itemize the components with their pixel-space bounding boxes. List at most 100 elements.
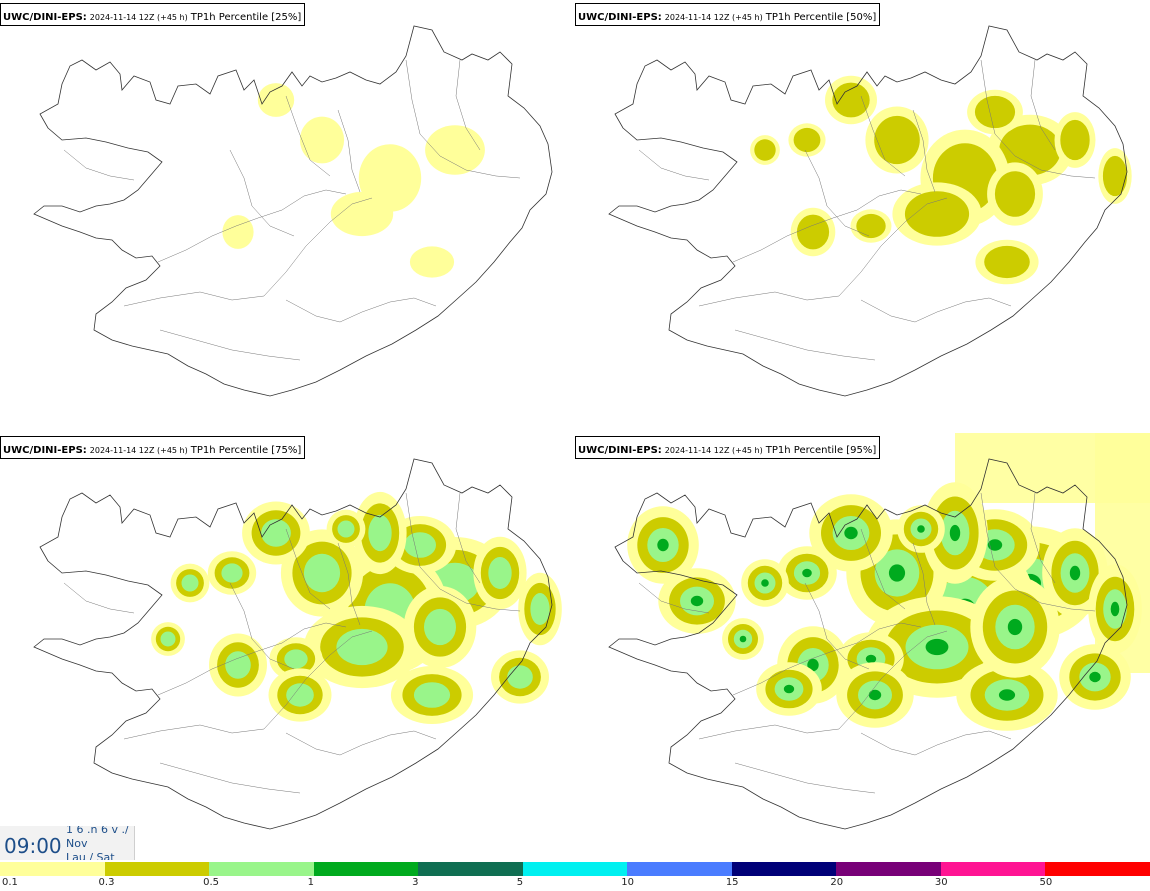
precip-area	[987, 539, 1003, 551]
precip-area	[1007, 618, 1023, 636]
road-line	[980, 59, 1096, 179]
model-name: UWC/DINI-EPS	[578, 12, 658, 23]
colorbar-segment	[313, 862, 419, 876]
precip-area	[998, 689, 1016, 701]
iceland-precip-map	[33, 458, 562, 830]
colorbar-tick-label: 3	[412, 877, 419, 888]
precip-area	[984, 245, 1030, 279]
precip-area	[793, 127, 821, 153]
colorbar-segment	[836, 862, 941, 876]
colorbar-segment	[1045, 862, 1150, 876]
road-line	[229, 149, 295, 237]
valid-time-box: 09:00 1 6 .n 6 v ./ Nov Lau / Sat	[0, 826, 135, 860]
iceland-precip-map	[608, 433, 1150, 830]
road-line	[698, 197, 948, 307]
valid-time: 09:00	[4, 834, 62, 858]
road-line	[405, 492, 521, 612]
road-line	[804, 149, 870, 237]
iceland-precip-map	[33, 25, 553, 397]
precip-area	[754, 139, 776, 161]
road-line	[285, 528, 331, 610]
colorbar-tick-label: 15	[725, 877, 739, 888]
run-date: 2024-11-14 12Z (+45 h)	[664, 446, 763, 455]
precip-area	[974, 95, 1016, 129]
field-label: TP1h Percentile [95%]	[765, 445, 877, 456]
precip-area	[925, 638, 949, 656]
road-line	[157, 189, 347, 263]
precip-area	[761, 579, 769, 587]
road-line	[912, 109, 936, 193]
precip-area	[904, 191, 970, 237]
road-line	[698, 630, 948, 740]
field-label: TP1h Percentile [50%]	[765, 12, 877, 23]
precip-area	[330, 191, 394, 237]
precip-area	[261, 519, 291, 547]
road-line	[1030, 492, 1056, 584]
colorbar-tick-label: 5	[516, 877, 524, 888]
colorbar-segment	[731, 862, 837, 876]
road-line	[229, 582, 295, 670]
precip-area	[368, 514, 392, 552]
precip-area	[1089, 671, 1101, 683]
colorbar-tick-label: 10	[621, 877, 634, 888]
precip-area	[1060, 119, 1090, 161]
precip-area	[404, 532, 436, 558]
road-line	[860, 297, 1012, 323]
model-name: UWC/DINI-EPS	[578, 445, 658, 456]
colorbar-segment	[627, 862, 732, 876]
colorbar-segment	[209, 862, 314, 876]
road-line	[285, 297, 437, 323]
precip-area	[888, 564, 906, 582]
colorbar-tick-label: 0.1	[2, 877, 18, 888]
colorbar-tick-label: 30	[934, 877, 948, 888]
precip-area	[336, 628, 388, 666]
valid-date-line: 1 6 .n 6 v ./	[66, 826, 129, 836]
road-line	[860, 528, 906, 610]
precip-area	[844, 526, 858, 540]
road-line	[159, 762, 301, 794]
precip-area	[739, 635, 747, 643]
coastline	[33, 458, 553, 830]
road-line	[455, 492, 481, 584]
model-name: UWC/DINI-EPS	[3, 445, 83, 456]
panel-title: UWC/DINI-EPS: 2024-11-14 12Z (+45 h) TP1h …	[575, 3, 881, 26]
field-label: TP1h Percentile [75%]	[190, 445, 302, 456]
precip-area	[337, 520, 355, 538]
road-line	[63, 149, 135, 181]
panel-title: UWC/DINI-EPS: 2024-11-14 12Z (+45 h) TP1h …	[575, 436, 881, 459]
precip-area	[507, 665, 533, 689]
precip-area	[807, 658, 819, 672]
precip-area	[949, 524, 961, 542]
colorbar-segment	[522, 862, 628, 876]
colorbar-tick-label: 0.5	[203, 877, 219, 888]
precip-area	[856, 213, 886, 239]
colorbar-tick-label: 50	[1039, 877, 1053, 888]
precip-area	[1110, 601, 1120, 617]
road-line	[157, 622, 347, 696]
coastline	[33, 25, 553, 397]
road-line	[63, 582, 135, 614]
road-line	[159, 329, 301, 361]
precip-area	[160, 631, 176, 647]
road-line	[980, 492, 1096, 612]
coastline	[608, 458, 1128, 830]
precip-area	[413, 682, 451, 708]
valid-weekday: Lau / Sat	[66, 851, 115, 860]
road-line	[123, 630, 373, 740]
map-panel-p75: UWC/DINI-EPS: 2024-11-14 12Z (+45 h) TP1h …	[0, 433, 575, 863]
road-line	[860, 95, 906, 177]
road-line	[804, 582, 870, 670]
iceland-precip-map	[608, 25, 1132, 397]
colorbar-tick-label: 20	[830, 877, 844, 888]
map-panel-p25: UWC/DINI-EPS: 2024-11-14 12Z (+45 h) TP1h …	[0, 0, 575, 430]
precip-area	[257, 83, 295, 117]
precip-area	[690, 595, 704, 607]
coastline	[608, 25, 1128, 397]
precip-area	[874, 115, 920, 165]
precip-area	[425, 125, 485, 175]
precip-area	[286, 683, 314, 707]
road-line	[732, 189, 922, 263]
map-panel-p50: UWC/DINI-EPS: 2024-11-14 12Z (+45 h) TP1h …	[575, 0, 1150, 430]
road-line	[732, 622, 922, 696]
road-line	[860, 730, 1012, 756]
